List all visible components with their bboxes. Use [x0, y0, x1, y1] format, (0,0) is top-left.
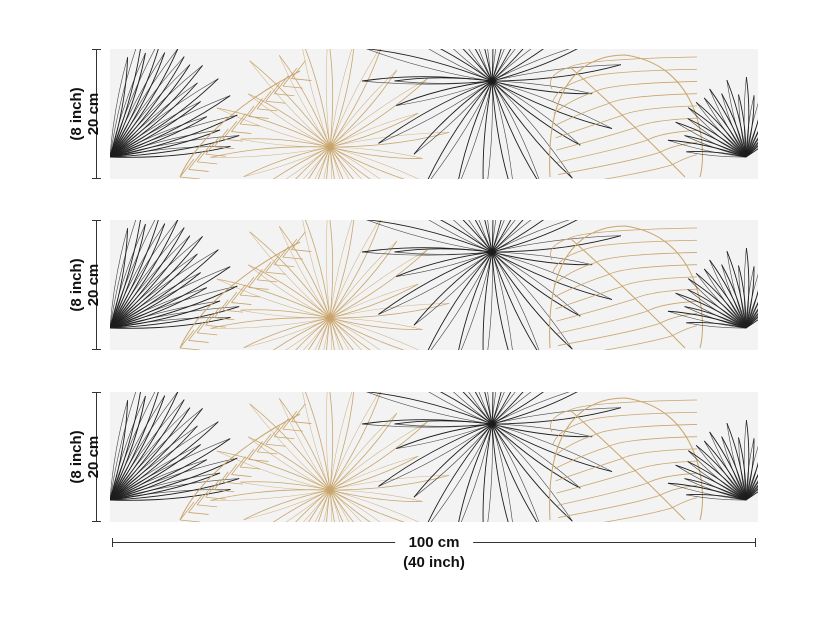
width-label: 100 cm (40 inch) — [395, 533, 473, 573]
height-dimension-1: (8 inch) 20 cm — [60, 49, 110, 179]
palm-leaf-icon — [362, 220, 622, 350]
width-cm-label: 100 cm — [408, 534, 460, 551]
dimension-line — [96, 49, 97, 179]
tropical-leaves-illustration — [110, 220, 758, 350]
palm-leaf-icon — [667, 247, 758, 329]
palm-leaf-icon — [210, 220, 450, 350]
height-dimension-3: (8 inch) 20 cm — [60, 392, 110, 522]
palm-leaf-icon — [110, 49, 240, 158]
dimension-tick — [112, 538, 113, 547]
dimension-tick — [92, 178, 101, 179]
width-inch-label: (40 inch) — [403, 554, 465, 571]
height-cm-label: 20 cm — [85, 92, 102, 136]
dimension-line — [96, 392, 97, 522]
palm-leaf-icon — [110, 220, 240, 329]
feather-leaf-icon — [179, 60, 312, 179]
dimension-tick — [755, 538, 756, 547]
wallpaper-strip-3 — [110, 392, 758, 522]
dimension-tick — [92, 521, 101, 522]
wallpaper-strip-2 — [110, 220, 758, 350]
tropical-leaves-illustration — [110, 392, 758, 522]
height-inch-label: (8 inch) — [68, 430, 85, 484]
palm-leaf-icon — [667, 76, 758, 158]
palm-leaf-icon — [210, 49, 450, 179]
wallpaper-strip-1 — [110, 49, 758, 179]
height-cm-label: 20 cm — [85, 263, 102, 307]
height-inch-label: (8 inch) — [68, 87, 85, 141]
palm-leaf-icon — [210, 392, 450, 522]
height-dimension-2: (8 inch) 20 cm — [60, 220, 110, 350]
height-cm-label: 20 cm — [85, 435, 102, 479]
dimension-tick — [92, 49, 101, 50]
palm-leaf-icon — [110, 392, 240, 501]
monstera-leaf-icon — [549, 54, 703, 179]
palm-leaf-icon — [667, 419, 758, 501]
dimension-tick — [92, 392, 101, 393]
feather-leaf-icon — [179, 231, 312, 350]
monstera-leaf-icon — [549, 397, 703, 522]
palm-leaf-icon — [362, 392, 622, 522]
dimension-tick — [92, 349, 101, 350]
feather-leaf-icon — [179, 403, 312, 522]
dimension-tick — [92, 220, 101, 221]
tropical-leaves-illustration — [110, 49, 758, 179]
width-dimension: 100 cm (40 inch) — [110, 533, 758, 573]
palm-leaf-icon — [362, 49, 622, 179]
dimension-line — [96, 220, 97, 350]
height-inch-label: (8 inch) — [68, 258, 85, 312]
monstera-leaf-icon — [549, 225, 703, 350]
